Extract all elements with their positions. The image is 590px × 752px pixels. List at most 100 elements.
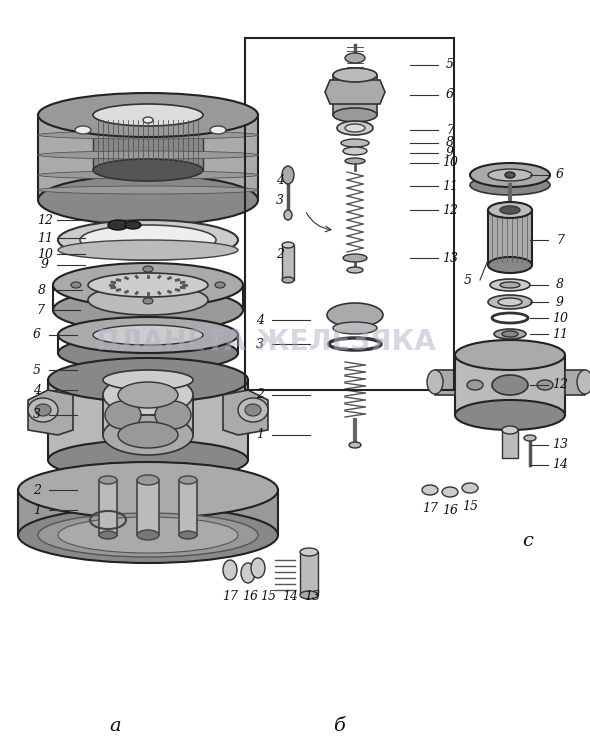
Ellipse shape [282,277,294,283]
Ellipse shape [282,242,294,248]
Ellipse shape [577,370,590,394]
Text: а: а [109,717,121,735]
Text: 2: 2 [256,389,264,402]
Text: 10: 10 [37,247,53,260]
Polygon shape [48,380,248,460]
Ellipse shape [488,257,532,273]
Text: 8: 8 [38,284,46,296]
Ellipse shape [488,202,532,218]
Ellipse shape [179,531,197,539]
Ellipse shape [38,513,258,557]
Ellipse shape [58,220,238,260]
Ellipse shape [75,126,91,134]
Ellipse shape [137,530,159,540]
Polygon shape [99,480,117,535]
Ellipse shape [251,558,265,578]
Ellipse shape [179,476,197,484]
Ellipse shape [58,240,238,260]
Ellipse shape [470,175,550,195]
Ellipse shape [333,68,377,82]
Ellipse shape [505,172,515,178]
Text: 8: 8 [446,137,454,150]
Ellipse shape [155,401,191,429]
Ellipse shape [492,375,528,395]
Text: 4: 4 [33,384,41,396]
Text: 11: 11 [442,180,458,193]
Ellipse shape [28,398,58,422]
Ellipse shape [502,331,518,337]
Ellipse shape [223,560,237,580]
Ellipse shape [537,380,553,390]
Ellipse shape [143,117,153,123]
Polygon shape [223,390,268,435]
Ellipse shape [524,435,536,441]
Ellipse shape [137,475,159,485]
Text: 9: 9 [556,296,564,308]
Text: 12: 12 [37,214,53,226]
Text: 5: 5 [446,59,454,71]
Text: 11: 11 [552,328,568,341]
Text: 3: 3 [276,193,284,207]
Ellipse shape [18,462,278,518]
Ellipse shape [241,563,255,583]
Ellipse shape [108,220,128,230]
Text: 5: 5 [33,363,41,377]
Ellipse shape [343,147,367,155]
Text: 14: 14 [282,590,298,602]
Polygon shape [502,430,518,458]
Ellipse shape [300,591,318,599]
Text: 6: 6 [33,329,41,341]
Ellipse shape [99,531,117,539]
Text: 1: 1 [33,504,41,517]
Ellipse shape [284,210,292,220]
Text: 7: 7 [36,304,44,317]
Text: 2: 2 [33,484,41,496]
Text: 2: 2 [276,248,284,262]
Ellipse shape [93,325,203,345]
Ellipse shape [18,507,278,563]
Text: 17: 17 [222,590,238,602]
Ellipse shape [93,104,203,126]
Text: 1: 1 [256,429,264,441]
Ellipse shape [422,485,438,495]
Ellipse shape [215,282,225,288]
Ellipse shape [467,380,483,390]
Ellipse shape [282,166,294,184]
Ellipse shape [210,126,226,134]
Polygon shape [325,80,385,104]
Ellipse shape [58,317,238,353]
Ellipse shape [488,169,532,181]
Text: 6: 6 [446,89,454,102]
Ellipse shape [93,159,203,181]
Ellipse shape [245,404,261,416]
Ellipse shape [143,298,153,304]
Ellipse shape [103,375,193,415]
Ellipse shape [349,442,361,448]
Ellipse shape [53,263,243,307]
Ellipse shape [327,303,383,327]
Text: с: с [523,532,533,550]
Ellipse shape [99,476,117,484]
Polygon shape [38,115,258,200]
Ellipse shape [490,279,530,291]
Ellipse shape [442,487,458,497]
Ellipse shape [502,426,518,434]
Text: 7: 7 [446,123,454,137]
Text: 7: 7 [556,234,564,247]
Ellipse shape [38,93,258,137]
Text: б: б [333,717,345,735]
Ellipse shape [105,401,141,429]
Text: 4: 4 [276,174,284,186]
Ellipse shape [345,53,365,63]
Polygon shape [18,490,278,535]
Text: 12: 12 [552,378,568,392]
Text: 3: 3 [256,338,264,350]
Ellipse shape [494,329,526,339]
Ellipse shape [347,267,363,273]
Ellipse shape [103,415,193,455]
Ellipse shape [58,517,238,553]
Ellipse shape [35,404,51,416]
Bar [245,38,454,390]
Polygon shape [565,370,585,395]
Text: 16: 16 [242,590,258,602]
